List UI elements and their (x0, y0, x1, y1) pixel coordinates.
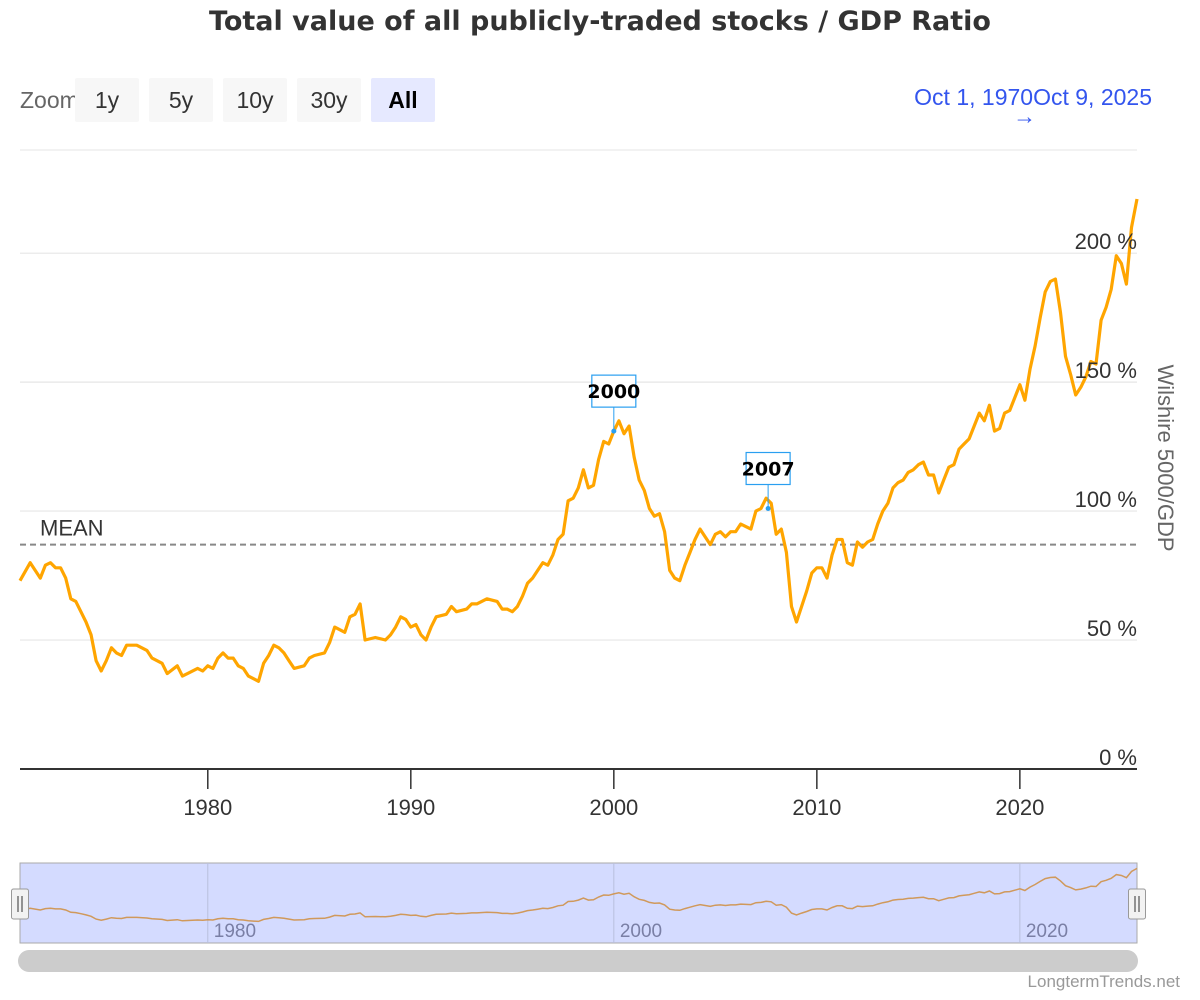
x-tick-label: 2010 (792, 795, 841, 820)
x-tick-label: 2000 (589, 795, 638, 820)
y-tick-label: 200 % (1075, 229, 1137, 254)
zoom-30y-button[interactable]: 30y (297, 78, 361, 122)
navigator-left-handle[interactable] (11, 888, 29, 920)
flag-label: 2007 (742, 459, 795, 481)
flag-box (591, 374, 637, 408)
flag-point (611, 428, 617, 434)
zoom-10y-button[interactable]: 10y (223, 78, 287, 122)
y-axis: 0 % 50 % 100 % 150 % 200 % Wilshire 5000/GDP (1075, 229, 1178, 770)
date-range-display[interactable]: Oct 1, 1970 → Oct 9, 2025 (914, 84, 1152, 129)
x-tick-label: 2020 (995, 795, 1044, 820)
navigator-tick-label: 2020 (1026, 921, 1068, 942)
y-tick-label: 0 % (1099, 745, 1137, 770)
navigator-right-handle[interactable] (1128, 888, 1146, 920)
series-group (18, 198, 1139, 683)
y-axis-title: Wilshire 5000/GDP (1153, 364, 1178, 551)
flag-box (745, 451, 791, 486)
flag-point (765, 506, 771, 512)
navigator-selection (19, 862, 1138, 944)
chart-title: Total value of all publicly-traded stock… (209, 6, 991, 37)
y-tick-label: 150 % (1075, 358, 1137, 383)
zoom-1y-button[interactable]: 1y (75, 78, 139, 122)
zoom-all-button[interactable]: All (371, 78, 435, 122)
y-tick-label: 50 % (1087, 616, 1137, 641)
series-line-wilshire-gdp (18, 198, 1139, 683)
grid-lines (20, 149, 1137, 641)
flag-2007: 2007 (742, 451, 795, 512)
mean-label: MEAN (40, 516, 104, 541)
navigator[interactable]: 1980 2000 2020 (11, 862, 1146, 972)
range-from[interactable]: Oct 1, 1970 (914, 84, 1034, 110)
x-tick-label: 1980 (183, 795, 232, 820)
flag-2000: 2000 (587, 374, 640, 434)
mean-line-group: MEAN (20, 516, 1137, 546)
handle-body (1128, 888, 1146, 920)
navigator-tick-label: 2000 (620, 921, 662, 942)
navigator-scrollbar[interactable] (18, 950, 1138, 972)
zoom-controls: Zoom 1y 5y 10y 30y All (20, 78, 445, 122)
y-tick-label: 100 % (1075, 487, 1137, 512)
x-axis: 1980 1990 2000 2010 2020 (20, 768, 1137, 820)
x-tick-label: 1990 (386, 795, 435, 820)
flags-group: 2000 2007 (587, 374, 795, 512)
range-to[interactable]: Oct 9, 2025 (1033, 84, 1152, 110)
zoom-label: Zoom (20, 86, 75, 113)
handle-body (11, 888, 29, 920)
navigator-series-line (19, 867, 1138, 923)
zoom-5y-button[interactable]: 5y (149, 78, 213, 122)
navigator-tick-label: 1980 (214, 921, 256, 942)
credit-text: LongtermTrends.net (1027, 972, 1180, 991)
flag-label: 2000 (587, 381, 640, 403)
